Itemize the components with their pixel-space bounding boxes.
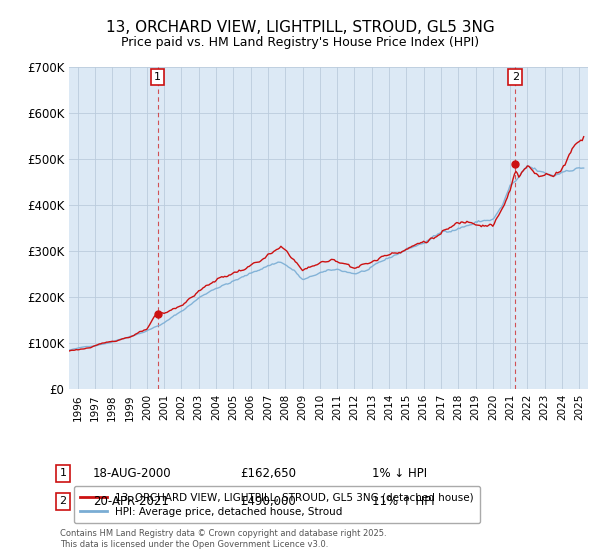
Text: 1% ↓ HPI: 1% ↓ HPI [372, 466, 427, 480]
Text: £490,000: £490,000 [240, 494, 296, 508]
Text: Price paid vs. HM Land Registry's House Price Index (HPI): Price paid vs. HM Land Registry's House … [121, 36, 479, 49]
Text: 2: 2 [512, 72, 519, 82]
Text: 18-AUG-2000: 18-AUG-2000 [93, 466, 172, 480]
Text: 13, ORCHARD VIEW, LIGHTPILL, STROUD, GL5 3NG: 13, ORCHARD VIEW, LIGHTPILL, STROUD, GL5… [106, 20, 494, 35]
Text: 20-APR-2021: 20-APR-2021 [93, 494, 169, 508]
Text: £162,650: £162,650 [240, 466, 296, 480]
Text: 11% ↑ HPI: 11% ↑ HPI [372, 494, 434, 508]
Text: 1: 1 [59, 468, 67, 478]
Text: 2: 2 [59, 496, 67, 506]
Text: 1: 1 [154, 72, 161, 82]
Text: Contains HM Land Registry data © Crown copyright and database right 2025.
This d: Contains HM Land Registry data © Crown c… [60, 529, 386, 549]
Legend: 13, ORCHARD VIEW, LIGHTPILL, STROUD, GL5 3NG (detached house), HPI: Average pric: 13, ORCHARD VIEW, LIGHTPILL, STROUD, GL5… [74, 486, 480, 523]
